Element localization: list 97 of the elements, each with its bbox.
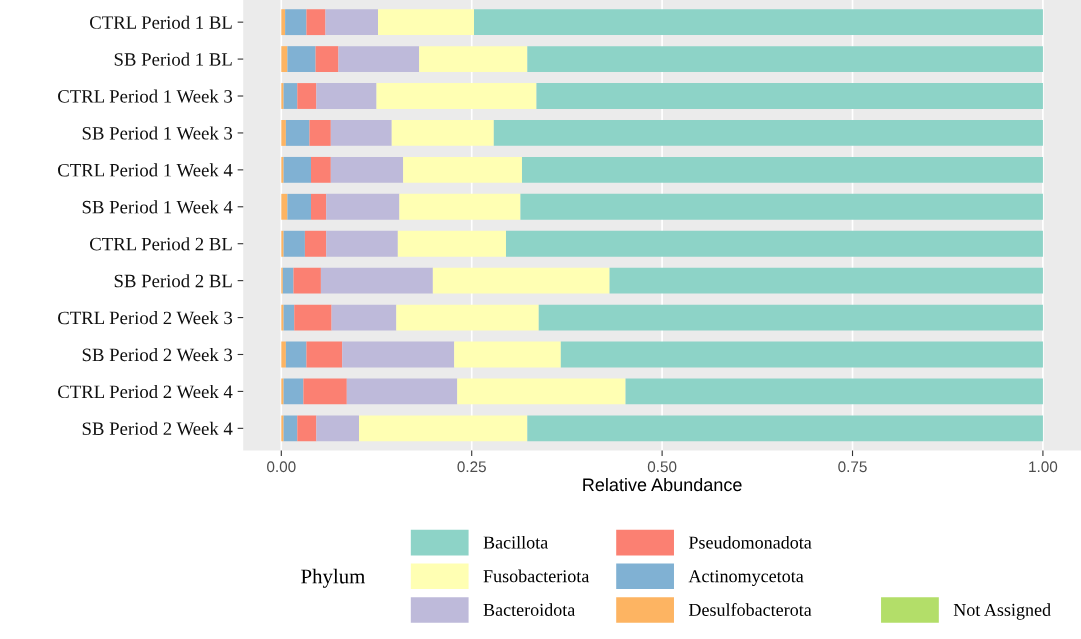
bar [316,415,359,442]
bar [281,156,284,183]
bar [315,46,339,73]
bar [454,341,561,368]
y-tick-label: SB Period 1 Week 3 [82,126,233,140]
bar [473,9,1043,36]
bar [281,415,284,442]
bar [520,193,1043,220]
bar [397,230,506,257]
bar [304,230,327,257]
bar [311,193,327,220]
y-tick-label: CTRL Period 2 Week 4 [58,384,233,399]
bar [309,120,331,146]
bar [326,230,398,257]
bar [505,230,1043,257]
bar [493,120,1043,146]
legend-label: Not Assigned [953,603,1051,620]
legend-title: Phylum [301,568,366,588]
y-tick-label: SB Period 2 Week 3 [82,347,233,362]
bar [281,304,284,331]
bar [325,9,379,36]
bar [303,378,347,405]
bar [399,193,521,220]
bar [281,193,288,220]
bar [432,267,610,294]
bar [457,378,626,405]
bar [285,120,310,146]
y-tick-label: CTRL Period 1 Week 4 [58,163,233,177]
bar [326,193,400,220]
bar [338,46,420,73]
legend-label: Bacteroidota [483,603,576,616]
bar [527,415,1043,442]
legend-label: Desulfobacterota [688,603,812,616]
bar [346,378,458,405]
bar [297,83,317,109]
y-tick-label: SB Period 1 BL [114,52,232,66]
x-tick-label: 0.50 [647,461,677,473]
bar [287,46,316,73]
legend-label: Bacillota [483,535,548,549]
y-tick-label: SB Period 2 BL [114,274,232,288]
bar [283,156,312,183]
bar [283,230,305,257]
bar [521,156,1043,183]
y-tick-label: SB Period 2 Week 4 [82,421,233,436]
bar [306,9,326,36]
bar [376,83,537,109]
bar [283,415,298,442]
y-tick-label: SB Period 1 Week 4 [82,200,233,214]
x-axis-title: Relative Abundance [583,477,742,492]
bar [281,341,286,368]
bar [306,341,343,368]
bar [281,46,288,73]
x-tick-label: 0.25 [457,461,486,473]
bar [281,230,284,257]
bar [285,9,307,36]
bar [609,267,1043,294]
bar [320,267,433,294]
bar [285,341,307,368]
bar [378,9,474,36]
y-tick-label: CTRL Period 2 BL [90,237,232,251]
bar [625,378,1043,405]
bar [281,378,284,405]
bar [391,120,494,146]
x-tick-label: 1.00 [1029,461,1058,473]
bar [560,341,1043,368]
bar [283,304,295,331]
bar [527,46,1043,73]
bar [536,83,1043,109]
bar [281,120,286,146]
bar [538,304,1043,331]
bar [297,415,317,442]
legend-label: Actinomycetota [688,570,804,587]
legend-label: Pseudomonadota [688,535,812,549]
bar [282,267,294,294]
bar [294,304,332,331]
bar [311,156,331,183]
legend-label: Fusobacteriota [483,569,590,583]
y-tick-label: CTRL Period 1 BL [90,15,232,29]
x-tick-label: 0.75 [838,461,867,473]
bar [281,83,284,109]
bar [316,83,377,109]
y-tick-label: CTRL Period 2 Week 3 [58,311,233,325]
bar [287,193,312,220]
x-tick-label: 0.00 [267,461,296,473]
bar [331,304,397,331]
bar [342,341,455,368]
bar [330,120,392,146]
bar [403,156,522,183]
bar [281,9,286,36]
bar [283,378,304,405]
y-tick-label: CTRL Period 1 Week 3 [58,89,233,103]
bar [330,156,404,183]
bar [358,415,528,442]
bar [283,83,298,109]
bar [419,46,528,73]
bar [396,304,539,331]
bar [293,267,321,294]
